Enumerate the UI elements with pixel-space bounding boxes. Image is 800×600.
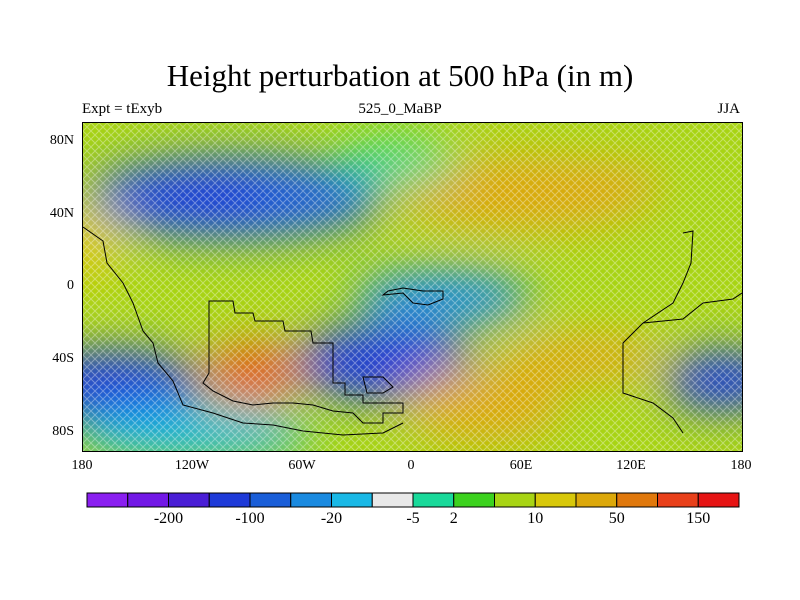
- experiment-label: Expt = tExyb: [82, 101, 163, 117]
- x-tick-label: 0: [407, 458, 415, 473]
- colorbar-box: [657, 492, 699, 508]
- colorbar-tick-label: -20: [320, 510, 343, 527]
- x-tick-label: 180: [730, 458, 752, 473]
- colorbar-tick-label: 10: [527, 510, 544, 527]
- x-tick-label: 120E: [616, 458, 646, 473]
- season-label: JJA: [717, 101, 740, 117]
- colorbar-box: [616, 492, 658, 508]
- y-tick-label: 80S: [52, 424, 74, 439]
- time-label: 525_0_MaBP: [358, 101, 442, 117]
- antarctic-coast: [142, 330, 404, 436]
- colorbar-tick-label: -100: [235, 510, 265, 527]
- colorbar-box: [494, 492, 536, 508]
- australia-coastline: [642, 292, 742, 324]
- height-perturbation-map: [83, 123, 742, 451]
- colorbar-tick-label: 50: [608, 510, 625, 527]
- colorbar-box: [575, 492, 618, 508]
- colorbar-box: [331, 492, 373, 508]
- colorbar-tick-label: -5: [406, 510, 420, 527]
- x-tick-label: 180: [71, 458, 93, 473]
- x-tick-label: 60E: [509, 458, 533, 473]
- map-plot-area: [82, 122, 743, 452]
- colorbar-box: [249, 492, 292, 508]
- y-tick-label: 40S: [52, 351, 74, 366]
- west-coast: [83, 226, 144, 332]
- colorbar-box: [534, 492, 577, 508]
- colorbar-tick-label: 150: [686, 510, 711, 527]
- colorbar-box: [453, 492, 495, 508]
- colorbar-tick-label: 2: [449, 510, 458, 527]
- colorbar-box: [371, 492, 414, 508]
- colorbar-box: [290, 492, 332, 508]
- africa-coastline: [381, 287, 444, 306]
- chart-title: Height perturbation at 500 hPa (in m): [166, 58, 634, 93]
- colorbar-tick-label: -200: [153, 510, 184, 527]
- colorbar: [86, 492, 740, 508]
- y-tick-label: 80N: [49, 133, 74, 148]
- x-tick-label: 60W: [288, 458, 316, 473]
- colorbar-box: [168, 492, 210, 508]
- y-tick-label: 0: [67, 278, 74, 293]
- colorbar-box: [127, 492, 169, 508]
- colorbar-box: [697, 492, 740, 508]
- y-tick-label: 40N: [49, 206, 74, 221]
- south-america-coastline: [202, 300, 404, 424]
- east-coast: [622, 230, 694, 434]
- x-tick-label: 120W: [174, 458, 210, 473]
- coastlines: [83, 226, 742, 436]
- colorbar-box: [208, 492, 251, 508]
- colorbar-box: [412, 492, 455, 508]
- colorbar-box: [86, 492, 129, 508]
- pacific-island: [362, 376, 394, 394]
